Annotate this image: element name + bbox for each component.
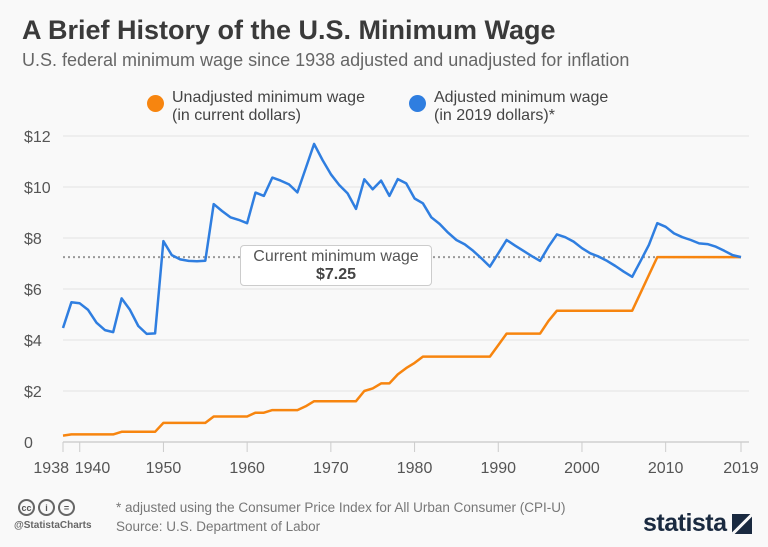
x-tick-label: 2000 [564,460,600,477]
x-tick-label: 1980 [397,460,433,477]
x-tick-label: 2019 [723,460,759,477]
logo-text: statista [643,509,727,537]
legend-swatch-orange [147,95,164,112]
creative-commons-icon: cc [18,499,35,516]
annotation-value: $7.25 [315,266,357,283]
y-tick-label: $4 [24,333,42,350]
x-tick-label: 1960 [229,460,265,477]
footnote: * adjusted using the Consumer Price Inde… [116,500,566,515]
x-tick-label: 1990 [480,460,516,477]
y-tick-label: 0 [24,435,33,452]
statista-logo[interactable]: statista [643,509,752,538]
series-line-unadjusted [62,255,741,437]
chart-title: A Brief History of the U.S. Minimum Wage [22,15,556,45]
legend-adjusted: Adjusted minimum wage (in 2019 dollars)* [409,89,608,125]
legend-swatch-blue [409,95,426,112]
legend-label: Adjusted minimum wage (in 2019 dollars)* [434,89,609,124]
attribution-icon: i [38,499,55,516]
y-tick-label: $12 [24,129,51,146]
license-icons: cc i = [18,499,75,516]
x-tick-label: 1938 [33,460,69,477]
y-tick-label: $6 [24,282,42,299]
chart-subtitle: U.S. federal minimum wage since 1938 adj… [22,50,630,70]
no-derivatives-icon: = [58,499,75,516]
twitter-handle[interactable]: @StatistaCharts [14,520,92,531]
x-tick-label: 1970 [313,460,349,477]
legend-label: Unadjusted minimum wage (in current doll… [172,89,365,124]
y-tick-label: $2 [24,384,42,401]
x-tick-label: 1950 [146,460,182,477]
x-tick-label: 1940 [75,460,111,477]
source: Source: U.S. Department of Labor [116,519,321,534]
x-tick-label: 2010 [648,460,684,477]
y-tick-label: $8 [24,231,42,248]
annotation-label: Current minimum wage [253,248,419,265]
statista-logo-icon [731,513,752,534]
current-wage-annotation: Current minimum wage $7.25 [240,245,432,286]
legend-unadjusted: Unadjusted minimum wage (in current doll… [147,89,365,125]
series-line-adjusted [61,142,742,336]
y-tick-label: $10 [24,180,51,197]
